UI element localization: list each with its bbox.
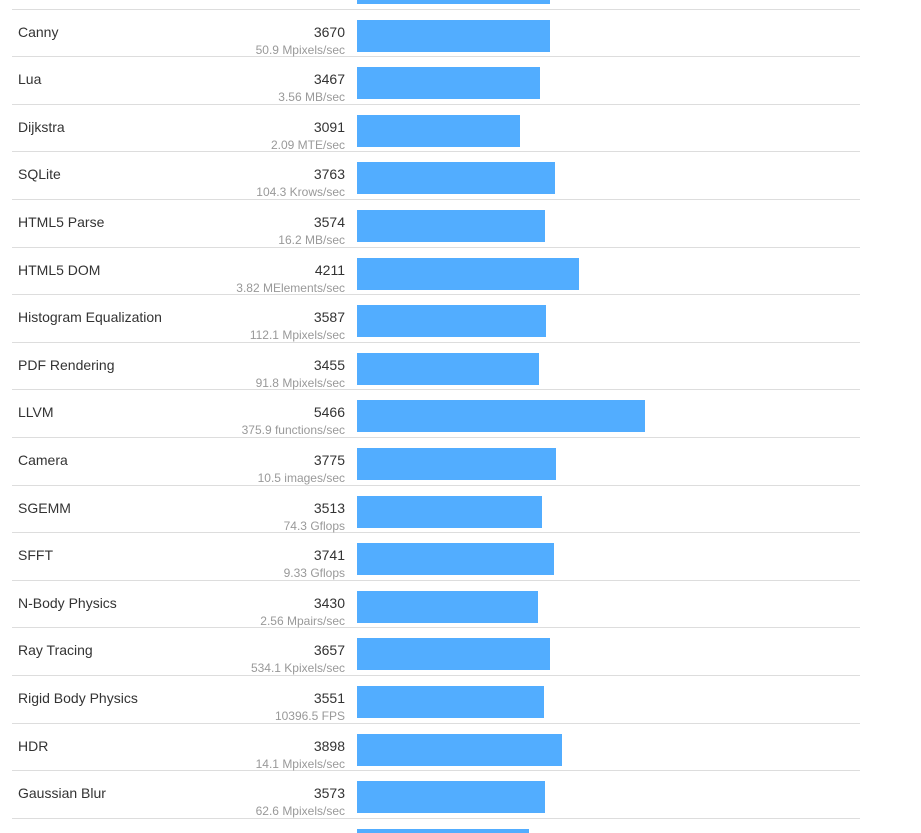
benchmark-name: Camera [18, 451, 68, 468]
score-bar [357, 305, 546, 338]
benchmark-score: 3091 [313, 118, 345, 135]
benchmark-row: Dijkstra 3091 2.09 MTE/sec [12, 105, 860, 153]
benchmark-name: LLVM [18, 404, 54, 421]
benchmark-unit: 14.1 Mpixels/sec [255, 756, 345, 771]
benchmark-name: Rigid Body Physics [18, 689, 138, 706]
benchmark-row: Canny 3670 50.9 Mpixels/sec [12, 10, 860, 58]
benchmark-unit: 2.56 Mpairs/sec [260, 613, 345, 628]
score-bar [357, 209, 545, 242]
benchmark-row: SQLite 3763 104.3 Krows/sec [12, 152, 860, 200]
benchmark-name: SQLite [18, 166, 61, 183]
score-bar [357, 67, 540, 100]
benchmark-row: HTML5 Parse 3574 16.2 MB/sec [12, 200, 860, 248]
benchmark-unit: 3.82 MElements/sec [236, 280, 345, 295]
benchmark-score: 3763 [313, 166, 345, 183]
benchmark-unit: 50.9 Mpixels/sec [255, 42, 345, 57]
benchmark-score: 3898 [313, 737, 345, 754]
score-bar [357, 162, 555, 195]
benchmark-row: Speech Recognition3272 [12, 819, 860, 833]
score-bar [357, 352, 539, 385]
benchmark-unit: 112.1 Mpixels/sec [249, 328, 345, 343]
benchmark-score: 3574 [313, 213, 345, 230]
benchmark-row: HTML5 DOM 4211 3.82 MElements/sec [12, 248, 860, 296]
benchmark-row: HDR 3898 14.1 Mpixels/sec [12, 724, 860, 772]
score-bar [357, 781, 545, 814]
benchmark-name: Lua [18, 71, 42, 88]
benchmark-row: LLVM 5466 375.9 functions/sec [12, 390, 860, 438]
benchmark-name: SFFT [18, 547, 53, 564]
benchmark-unit: 10396.5 FPS [274, 708, 345, 723]
benchmark-score: 5466 [313, 404, 345, 421]
benchmark-unit: 16.2 MB/sec [278, 232, 345, 247]
benchmark-name: HTML5 DOM [18, 261, 101, 278]
benchmark-name: Histogram Equalization [18, 309, 162, 326]
benchmark-score: 3430 [313, 594, 345, 611]
benchmark-row: Lua 3467 3.56 MB/sec [12, 57, 860, 105]
benchmark-score: 3741 [313, 547, 345, 564]
benchmark-row: PDF Rendering 3455 91.8 Mpixels/sec [12, 343, 860, 391]
benchmark-unit: 3.56 MB/sec [278, 90, 345, 105]
benchmark-score: 4211 [314, 261, 345, 278]
benchmark-name: Gaussian Blur [18, 785, 106, 802]
benchmark-name: Canny [18, 23, 59, 40]
benchmark-unit: 10.5 images/sec [257, 470, 345, 485]
benchmark-row: Histogram Equalization 3587 112.1 Mpixels/… [12, 295, 860, 343]
benchmark-name: N-Body Physics [18, 594, 117, 611]
benchmark-unit: 2.09 MTE/sec [270, 137, 345, 152]
benchmark-unit: 62.6 Mpixels/sec [255, 804, 345, 819]
benchmark-name: HDR [18, 737, 49, 754]
benchmark-score: 3513 [313, 499, 345, 516]
score-bar [357, 638, 550, 671]
score-bar [357, 685, 544, 718]
score-bar [357, 590, 538, 623]
benchmark-name: HTML5 Parse [18, 213, 105, 230]
benchmark-unit: 375.9 functions/sec [241, 423, 345, 438]
benchmark-score: 3587 [313, 309, 345, 326]
benchmark-name: PDF Rendering [18, 356, 115, 373]
benchmark-score: 3467 [313, 71, 345, 88]
benchmark-score: 3775 [313, 451, 345, 468]
score-bar [357, 543, 554, 576]
score-bar [357, 447, 556, 480]
benchmark-unit: 9.33 Gflops [283, 566, 345, 581]
benchmark-name: SGEMM [18, 499, 71, 516]
benchmark-row: Rigid Body Physics 3551 10396.5 FPS [12, 676, 860, 724]
score-bar [357, 495, 542, 528]
score-bar [357, 400, 645, 433]
benchmark-unit: 91.8 Mpixels/sec [255, 375, 345, 390]
benchmark-row: SFFT 3741 9.33 Gflops [12, 533, 860, 581]
score-bar [357, 114, 520, 147]
benchmark-unit: 104.3 Krows/sec [256, 185, 345, 200]
benchmark-row [12, 0, 860, 10]
benchmark-list: Canny 3670 50.9 Mpixels/sec Lua 3467 3.56 MB/… [12, 0, 860, 833]
benchmark-score: 3670 [313, 23, 345, 40]
benchmark-row: N-Body Physics 3430 2.56 Mpairs/sec [12, 581, 860, 629]
benchmark-row: Camera 3775 10.5 images/sec [12, 438, 860, 486]
benchmark-unit: 74.3 Gflops [283, 518, 345, 533]
benchmark-unit: 534.1 Kpixels/sec [250, 661, 345, 676]
score-bar [357, 828, 529, 833]
benchmark-row: Gaussian Blur 3573 62.6 Mpixels/sec [12, 771, 860, 819]
benchmark-score: 3551 [313, 689, 345, 706]
benchmark-score: 3573 [313, 785, 345, 802]
benchmark-score: 3657 [313, 642, 345, 659]
benchmark-row: Ray Tracing 3657 534.1 Kpixels/sec [12, 628, 860, 676]
benchmark-row: SGEMM 3513 74.3 Gflops [12, 486, 860, 534]
score-bar [357, 19, 550, 52]
benchmark-score: 3455 [313, 356, 345, 373]
benchmark-name: Dijkstra [18, 118, 65, 135]
score-bar [357, 0, 550, 4]
score-bar [357, 733, 562, 766]
score-bar [357, 257, 579, 290]
benchmark-name: Ray Tracing [18, 642, 93, 659]
